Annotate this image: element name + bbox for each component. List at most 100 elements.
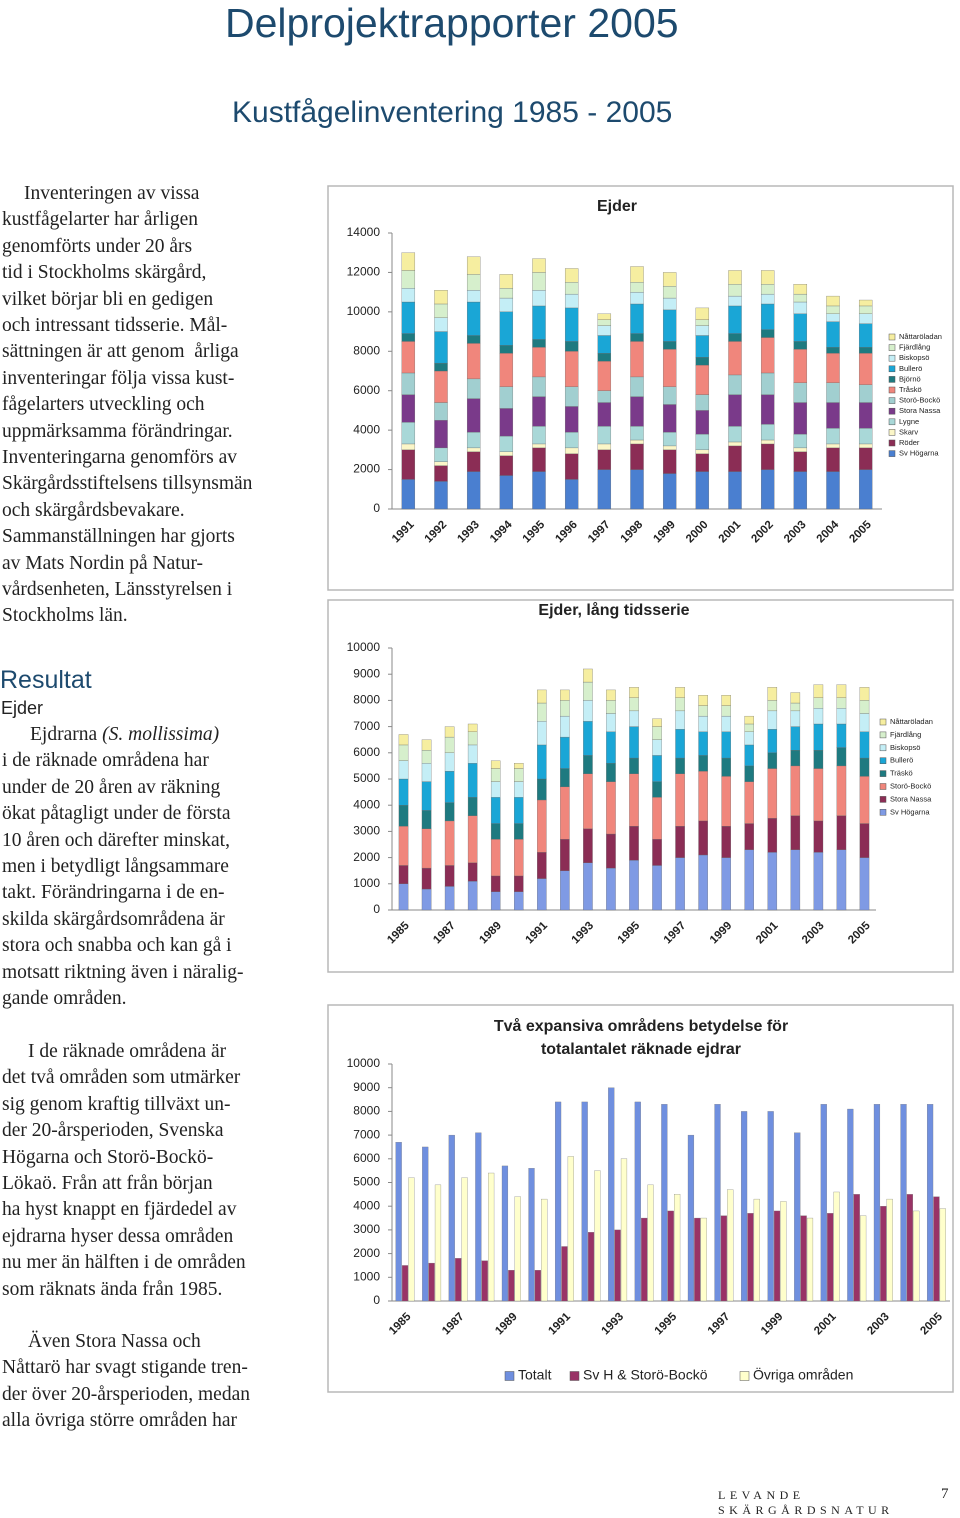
bar-segment [434, 303, 448, 318]
bar-segment [467, 731, 478, 746]
bar-segment [728, 374, 742, 395]
bar-segment [401, 422, 416, 445]
bar-segment [583, 755, 593, 774]
bar-segment [760, 394, 775, 425]
bar-segment [401, 479, 416, 510]
bar-segment [560, 715, 570, 738]
bar-segment [675, 826, 685, 858]
bar-segment [744, 823, 754, 850]
bar-segment [499, 297, 514, 313]
bar [694, 1217, 701, 1302]
bar [886, 1198, 893, 1302]
text-line: Stockholms län. [2, 605, 128, 627]
bar-segment [583, 721, 593, 756]
legend-label: Lygne [899, 417, 919, 426]
bar-segment [652, 739, 662, 756]
bar-segment [514, 797, 524, 824]
text-line: det två områden som utmärker [2, 1067, 241, 1089]
bar-segment [859, 823, 870, 858]
bar-segment [630, 396, 644, 427]
bar-segment [467, 763, 478, 798]
bar [422, 1146, 429, 1302]
bar-segment [744, 849, 754, 911]
bar-segment [434, 402, 448, 421]
bar-segment [695, 433, 710, 451]
legend-swatch [888, 354, 896, 362]
bar-segment [398, 778, 409, 806]
bar-segment [793, 471, 808, 510]
y-tick-label: 6000 [353, 383, 380, 397]
chart: Ejder02000400060008000100001200014000199… [327, 185, 954, 591]
bar-segment [560, 786, 570, 840]
bar-segment [583, 862, 593, 911]
bar-segment [675, 773, 685, 827]
bar-segment [721, 705, 731, 717]
bar-segment [695, 453, 710, 472]
bar-segment [444, 820, 455, 866]
bar-segment [490, 768, 501, 782]
bar-segment [434, 290, 448, 305]
bar [481, 1260, 488, 1302]
bar-segment [421, 763, 432, 782]
legend-swatch [879, 783, 887, 790]
bar [455, 1258, 462, 1302]
bar-segment [826, 353, 840, 383]
bar-segment [597, 426, 612, 445]
bar-segment [467, 723, 478, 732]
text-line: der 20-årsperioden, Svenska [2, 1120, 224, 1142]
legend-label: Biskopsö [899, 353, 929, 362]
bar-segment [858, 323, 873, 348]
bar-segment [583, 700, 593, 722]
bar-segment [858, 447, 873, 470]
bar-segment [467, 881, 478, 911]
bar [488, 1172, 495, 1302]
text-line: Sammanställningen har gjorts [2, 526, 235, 548]
bar-segment [490, 891, 501, 911]
bar-segment [790, 726, 801, 751]
bar-segment [532, 347, 546, 378]
bar [674, 1194, 681, 1302]
bar-segment [728, 333, 742, 342]
bar-segment [793, 313, 808, 342]
bar-segment [466, 447, 481, 452]
bar [534, 1270, 541, 1302]
bar-segment [652, 781, 662, 798]
bar-segment [630, 291, 644, 305]
bar-segment [652, 839, 662, 866]
y-tick-label: 0 [373, 1293, 380, 1307]
bar [395, 1142, 402, 1302]
bar-segment [514, 875, 524, 892]
legend-label: Träskö [890, 769, 913, 778]
text-line: sättningen är att genom årliga [2, 341, 239, 363]
bar-segment [744, 723, 754, 732]
text-line: skilda skärgårdsområdena är [2, 908, 225, 930]
legend-swatch [888, 397, 896, 404]
bar-segment [662, 386, 677, 405]
bar-segment [744, 731, 754, 746]
bar-segment [629, 826, 639, 861]
bar-segment [532, 272, 546, 291]
chart-title: Ejder, lång tidsserie [538, 601, 689, 619]
bar-segment [564, 341, 579, 352]
bar [514, 1196, 521, 1302]
y-tick-label: 0 [373, 902, 380, 916]
y-tick-label: 7000 [353, 719, 380, 733]
bar-segment [698, 770, 708, 822]
y-tick-label: 0 [373, 501, 380, 515]
bar-segment [514, 781, 524, 798]
bar-segment [662, 341, 677, 350]
bar-segment [537, 702, 547, 722]
bar-segment [695, 325, 710, 336]
bar-segment [499, 386, 514, 409]
bar-segment [514, 891, 524, 911]
bar-segment [767, 752, 778, 769]
bar-segment [597, 353, 612, 362]
bar-segment [514, 823, 524, 840]
bar-segment [444, 802, 455, 822]
page-title: Delprojektrapporter 2005 [225, 0, 679, 46]
bar [880, 1206, 887, 1302]
bar [700, 1217, 707, 1302]
bar-segment [560, 768, 570, 788]
bar-segment [537, 878, 547, 911]
